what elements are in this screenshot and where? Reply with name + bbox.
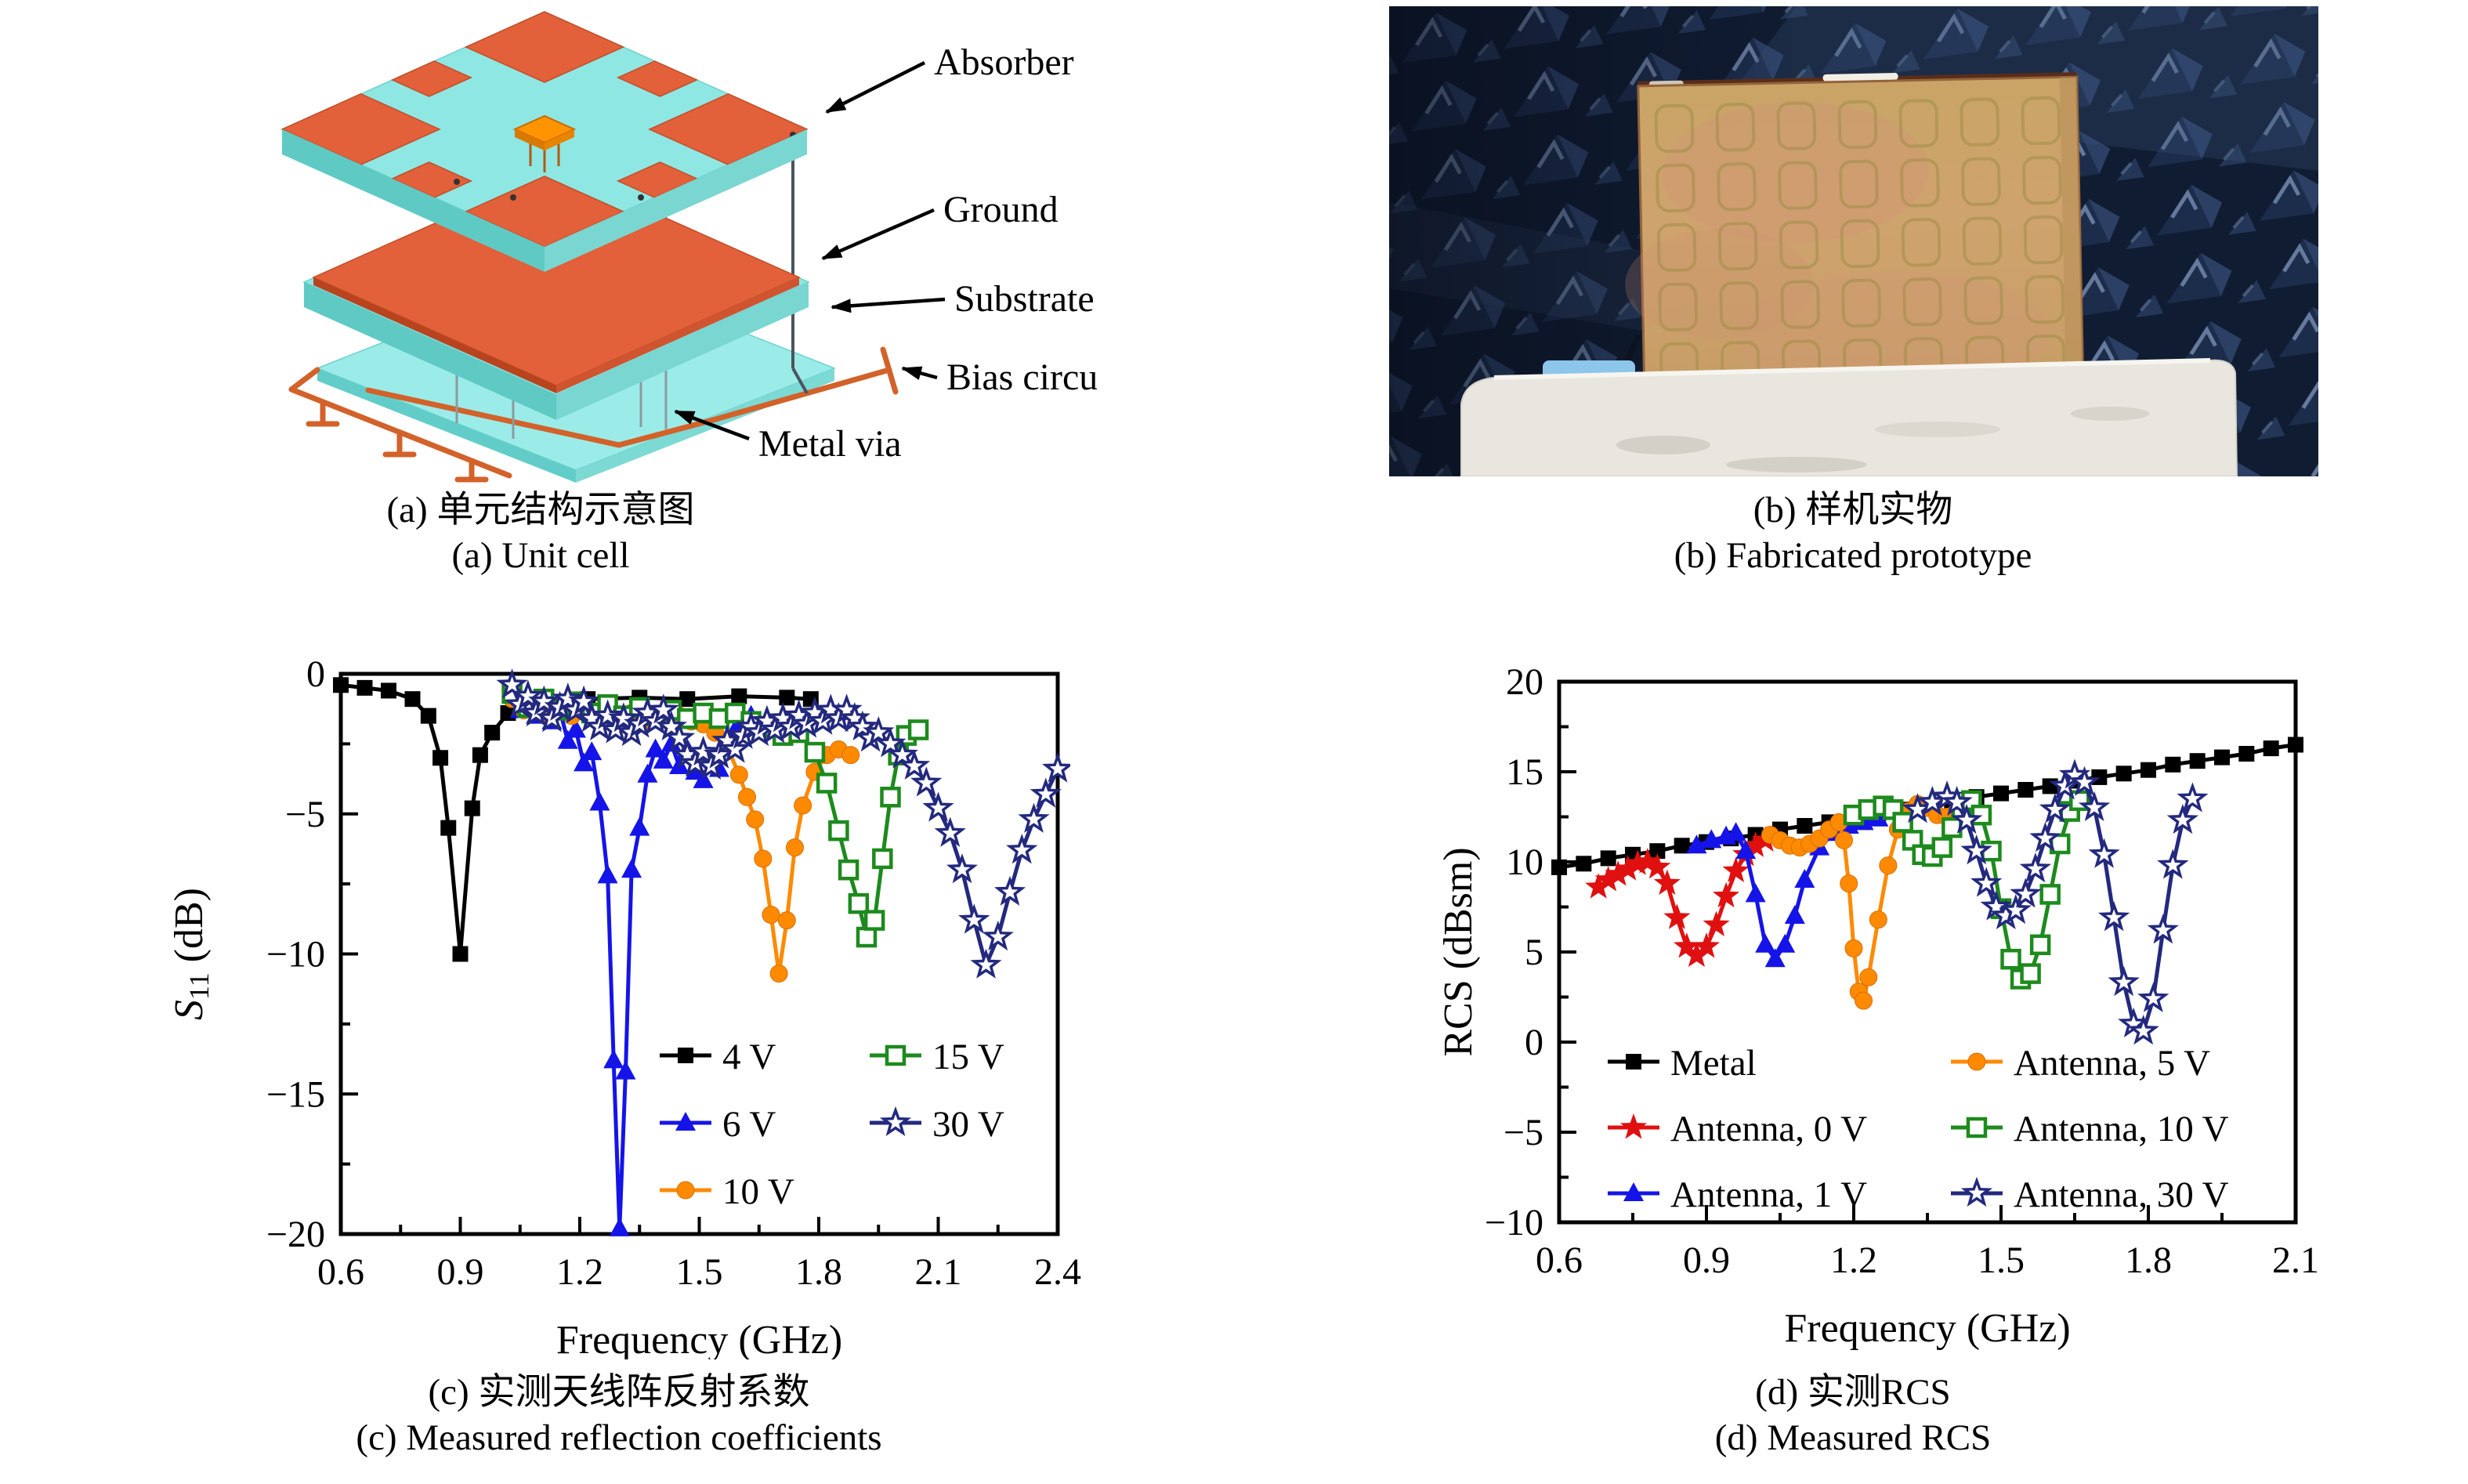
legend-item-antenna-0-v: Antenna, 0 V — [1608, 1109, 1867, 1149]
y-axis-title: RCS (dBsm) — [1436, 847, 1481, 1056]
legend-label: Antenna, 5 V — [2014, 1043, 2210, 1084]
legend-item-antenna-10-v: Antenna, 10 V — [1951, 1109, 2229, 1149]
x-tick-label: 0.6 — [1536, 1240, 1583, 1281]
y-tick-label: 15 — [1506, 751, 1543, 793]
y-tick-label: −10 — [1485, 1202, 1543, 1243]
label-ground: Ground — [943, 189, 1058, 230]
legend-item-antenna-1-v: Antenna, 1 V — [1608, 1175, 1867, 1215]
y-tick-label: −5 — [285, 794, 325, 835]
caption-c-en: (c) Measured reflection coefficients — [356, 1417, 882, 1458]
x-tick-label: 2.1 — [2272, 1240, 2319, 1281]
arrow-metal-via-icon — [674, 409, 750, 441]
y-tick-label: 0 — [306, 654, 325, 695]
tick-labels: 0.6 0.9 1.2 1.5 1.8 2.1 2.4 0 −5 −10 −15 −20 — [266, 654, 1081, 1293]
x-tick-label: 0.9 — [1683, 1240, 1730, 1281]
caption-c-zh: (c) 实测天线阵反射系数 — [428, 1372, 810, 1413]
legend: 4 V 6 V 10 V 15 V 30 V — [660, 1037, 1004, 1212]
arrow-substrate-icon — [831, 297, 946, 313]
legend-label: Antenna, 10 V — [2014, 1109, 2229, 1149]
caption-panel-c: (c) 实测天线阵反射系数 (c) Measured reflection co… — [149, 1370, 1089, 1460]
legend-label: 4 V — [722, 1037, 776, 1077]
axis-ticks — [339, 672, 1059, 1236]
prototype-photo — [1389, 6, 2318, 476]
legend-label: 30 V — [932, 1104, 1004, 1145]
caption-panel-d: (d) 实测RCS (d) Measured RCS — [1383, 1370, 2323, 1460]
ground-layer — [312, 168, 801, 393]
bias-circuit-traces — [288, 346, 899, 483]
legend-item-metal: Metal — [1608, 1043, 1757, 1084]
series-group — [333, 668, 1070, 1236]
y-axis-title: S11 (dB) — [167, 888, 215, 1020]
caption-b-zh: (b) 样机实物 — [1753, 490, 1953, 530]
legend-item-antenna-30-v: Antenna, 30 V — [1951, 1175, 2229, 1215]
x-axis-title: Frequency (GHz) — [1784, 1306, 2070, 1351]
y-tick-label: −20 — [266, 1214, 325, 1255]
x-tick-label: 1.5 — [676, 1251, 723, 1293]
y-tick-label: 0 — [1525, 1022, 1543, 1063]
series-group — [1551, 737, 2303, 1045]
label-absorber: Absorber — [934, 42, 1074, 83]
legend-item-10-v: 10 V — [660, 1171, 794, 1212]
legend-item-6-v: 6 V — [660, 1104, 776, 1145]
tick-labels: 0.6 0.9 1.2 1.5 1.8 2.1 20 15 10 5 0 −5 −10 — [1485, 661, 2319, 1281]
x-tick-label: 0.6 — [317, 1251, 364, 1293]
caption-a-zh: (a) 单元结构示意图 — [386, 490, 695, 530]
series-antenna-30-v — [1902, 758, 2209, 1045]
legend-item-4-v: 4 V — [660, 1037, 776, 1077]
legend-label: Antenna, 0 V — [1670, 1109, 1867, 1149]
caption-panel-a: (a) 单元结构示意图 (a) Unit cell — [71, 487, 1011, 578]
series-30-v — [496, 668, 1070, 979]
arrow-absorber-icon — [825, 60, 926, 114]
legend-label: Antenna, 1 V — [1670, 1175, 1867, 1215]
legend-label: Metal — [1670, 1043, 1757, 1084]
x-tick-label: 0.9 — [437, 1251, 484, 1293]
x-tick-label: 1.2 — [556, 1251, 603, 1293]
unit-cell-diagram: Absorber Ground Substrate Bias circuit M… — [280, 11, 1097, 483]
y-tick-label: −10 — [266, 934, 325, 975]
x-tick-label: 1.5 — [1978, 1240, 2025, 1281]
x-tick-label: 1.2 — [1830, 1240, 1877, 1281]
x-tick-label: 1.8 — [795, 1251, 842, 1293]
varactor-chip — [512, 114, 577, 172]
board-edge-glint — [1822, 72, 1898, 81]
arrow-ground-icon — [821, 208, 935, 261]
label-bias-circuit: Bias circuit — [946, 357, 1097, 398]
legend-item-antenna-5-v: Antenna, 5 V — [1951, 1043, 2210, 1084]
y-tick-label: 20 — [1506, 661, 1543, 703]
series-antenna-0-v — [1585, 826, 1779, 968]
caption-a-en: (a) Unit cell — [451, 535, 630, 576]
antenna-array-board — [1625, 72, 2085, 403]
legend-item-15-v: 15 V — [870, 1037, 1004, 1077]
rcs-chart: 0.6 0.9 1.2 1.5 1.8 2.1 20 15 10 5 0 −5 −10 Frequency… — [1436, 661, 2319, 1351]
legend-label: 6 V — [722, 1104, 776, 1145]
axis-ticks — [1558, 680, 2297, 1224]
label-substrate: Substrate — [954, 278, 1095, 320]
x-tick-label: 1.8 — [2125, 1240, 2172, 1281]
legend-label: 10 V — [722, 1171, 794, 1212]
caption-d-en: (d) Measured RCS — [1714, 1417, 1992, 1458]
caption-d-zh: (d) 实测RCS — [1755, 1372, 1951, 1413]
caption-panel-b: (b) 样机实物 (b) Fabricated prototype — [1383, 487, 2323, 578]
label-metal-via: Metal via — [758, 423, 902, 465]
s11-chart: 0.6 0.9 1.2 1.5 1.8 2.1 2.4 0 −5 −10 −15 −20 Frequen… — [167, 654, 1081, 1359]
legend-label: Antenna, 30 V — [2014, 1175, 2229, 1215]
x-axis-title: Frequency (GHz) — [556, 1318, 842, 1359]
legend: Metal Antenna, 0 V Antenna, 1 V Antenna, 5 … — [1608, 1043, 2229, 1215]
legend-item-30-v: 30 V — [870, 1104, 1004, 1145]
y-tick-label: 10 — [1506, 842, 1543, 883]
y-tick-label: 5 — [1525, 932, 1543, 973]
arrow-bias-circuit-icon — [901, 366, 938, 380]
y-tick-label: −5 — [1504, 1112, 1543, 1153]
foam-pedestal — [1460, 358, 2238, 476]
caption-b-en: (b) Fabricated prototype — [1674, 535, 2032, 576]
absorber-layer — [280, 11, 809, 272]
x-tick-label: 2.1 — [915, 1251, 962, 1293]
x-tick-label: 2.4 — [1034, 1251, 1081, 1293]
y-tick-label: −15 — [266, 1073, 325, 1115]
legend-label: 15 V — [932, 1037, 1004, 1077]
series-antenna-10-v — [1843, 790, 2090, 990]
